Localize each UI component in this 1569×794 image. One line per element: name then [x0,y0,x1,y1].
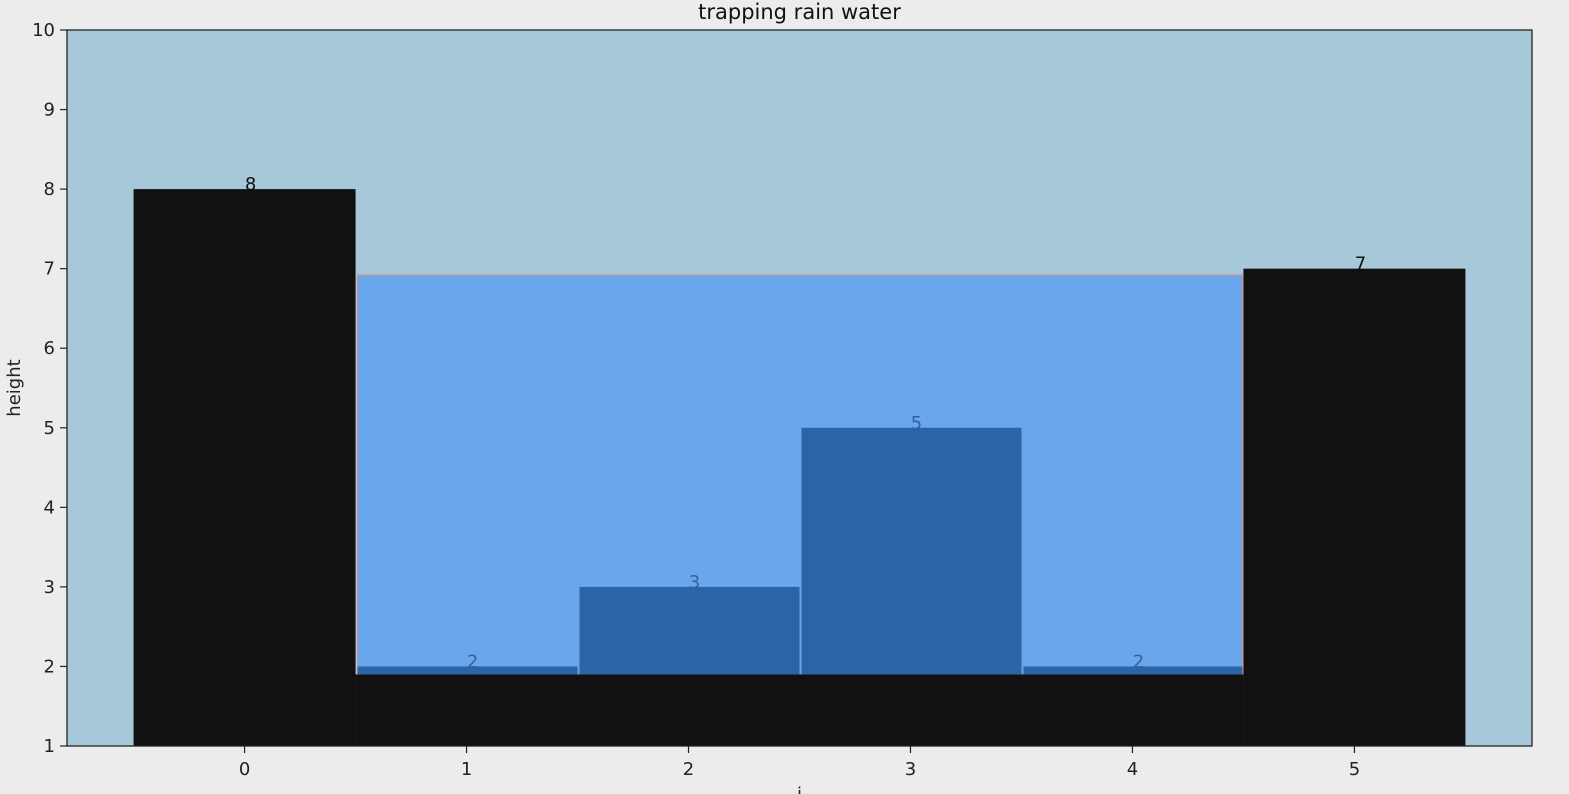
y-axis-label: height [4,359,25,416]
y-tick-label: 7 [44,259,55,280]
y-axis-ticks: 1 2 3 4 5 6 7 8 9 10 [32,20,67,757]
x-tick-label: 3 [905,759,916,780]
water-area [357,274,1243,675]
y-tick-label: 8 [44,179,55,200]
x-tick-label: 2 [683,759,694,780]
bar-3 [801,427,1022,675]
x-tick-label: 1 [461,759,472,780]
bar-value-label-1: 2 [467,651,478,672]
plot-frame [66,29,1533,747]
y-tick-label: 9 [44,100,55,121]
bar-value-label-3: 5 [911,413,922,434]
x-axis-label: i [797,784,802,794]
x-tick-label: 4 [1127,759,1138,780]
y-tick-label: 2 [44,656,55,677]
y-tick-label: 5 [44,418,55,439]
chart-title: trapping rain water [698,0,901,24]
bar-2 [579,586,800,675]
y-tick-label: 4 [44,497,55,518]
bar-4 [1023,666,1243,675]
y-tick-label: 1 [44,736,55,757]
bars-layer [133,189,1466,747]
bar-value-label-0: 8 [245,174,256,195]
bar-5 [1243,268,1466,746]
bar-0 [133,189,356,747]
y-tick-label: 6 [44,338,55,359]
bar-value-label-5: 7 [1355,254,1366,275]
water-layer [357,274,1243,675]
bar-value-label-2: 3 [689,572,700,593]
x-tick-label: 0 [239,759,250,780]
bar-1 [357,666,578,675]
floor-base [355,674,1244,746]
x-tick-label: 5 [1349,759,1360,780]
bar-value-label-4: 2 [1133,651,1144,672]
x-axis-ticks: 0 1 2 3 4 5 [239,746,1360,780]
bar-labels-layer: 8 2 3 5 2 7 [245,174,1366,672]
y-tick-label: 10 [32,20,55,41]
y-tick-label: 3 [44,577,55,598]
